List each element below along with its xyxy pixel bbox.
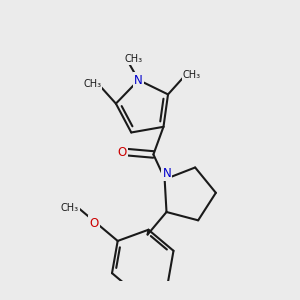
Text: N: N bbox=[162, 167, 171, 180]
Text: N: N bbox=[134, 74, 143, 87]
Text: CH₃: CH₃ bbox=[183, 70, 201, 80]
Text: O: O bbox=[118, 146, 127, 159]
Text: CH₃: CH₃ bbox=[61, 203, 79, 213]
Text: CH₃: CH₃ bbox=[124, 54, 142, 64]
Text: O: O bbox=[89, 217, 98, 230]
Text: CH₃: CH₃ bbox=[83, 79, 101, 89]
